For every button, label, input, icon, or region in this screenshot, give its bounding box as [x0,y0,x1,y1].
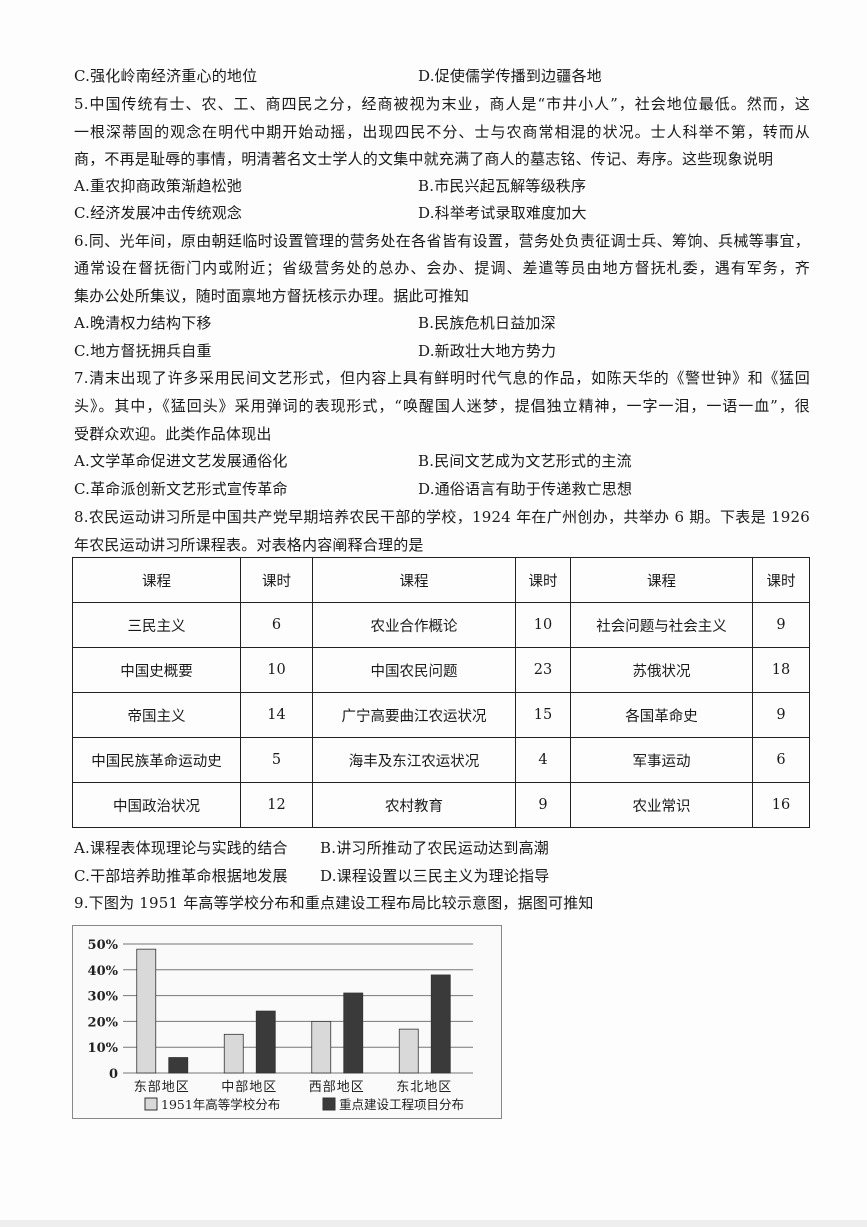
table-header-row: 课程 课时 课程 课时 课程 课时 [72,557,810,603]
course-cell: 海丰及东江农运状况 [312,737,516,783]
header-course: 课程 [312,557,516,603]
header-course: 课程 [72,557,241,603]
hours-cell: 9 [752,692,810,738]
bar-key-projects [168,1057,189,1074]
q5-stem-line: 5.中国传统有士、农、工、商四民之分，经商被视为末业，商人是“市井小人”，社会地… [74,95,810,113]
course-cell: 三民主义 [72,602,241,648]
x-category-label: 西部地区 [309,1080,365,1095]
q7-option-c: C.革命派创新文艺形式宣传革命 [74,480,288,498]
q8-stem-line: 8.农民运动讲习所是中国共产党早期培养农民干部的学校，1924 年在广州创办，共… [74,508,810,526]
q4-option-d: D.促使儒学传播到边疆各地 [418,67,602,85]
course-cell: 各国革命史 [570,692,753,738]
course-table: 课程 课时 课程 课时 课程 课时 三民主义 6 农业合作概论 10 社会问题与社会主义… [72,557,810,828]
y-tick-label: 30% [88,990,119,1005]
header-hours: 课时 [752,557,810,603]
course-cell: 广宁高要曲江农运状况 [312,692,516,738]
q5-option-c: C.经济发展冲击传统观念 [74,204,243,222]
bar-universities [398,1028,419,1074]
y-tick-label: 0 [109,1067,118,1082]
q5-stem-line: 商，不再是耻辱的事情，明清著名文士学人的文集中就充满了商人的墓志铭、传记、寿序。… [74,150,774,168]
q7-option-b: B.民间文艺成为文艺形式的主流 [418,452,632,470]
legend-label: 重点建设工程项目分布 [339,1097,464,1112]
q6-stem-line: 通常设在督抚衙门内或附近；省级营务处的总办、会办、提调、差遣等员由地方督抚札委，… [74,259,810,277]
bar-universities [223,1033,244,1074]
q4-option-c: C.强化岭南经济重心的地位 [74,67,258,85]
q8-option-c: C.干部培养助推革命根据地发展 [74,867,288,885]
x-category-label: 中部地区 [221,1080,277,1095]
bar-universities [136,948,157,1074]
table-row: 三民主义 6 农业合作概论 10 社会问题与社会主义 9 [72,602,810,648]
y-tick-label: 40% [88,964,119,979]
header-course: 课程 [570,557,753,603]
legend-swatch [322,1097,336,1111]
legend-swatch [144,1097,158,1111]
hours-cell: 5 [240,737,313,783]
q6-option-a: A.晚清权力结构下移 [74,314,212,332]
hours-cell: 14 [240,692,313,738]
course-cell: 中国史概要 [72,647,241,693]
chart-svg: 0 10% 20% 30% 40% 50% 东部地区 中部地区 西部地区 东北地区 1951年高等学… [88,938,473,1112]
q5-stem-line: 一根深蒂固的观念在明代中期开始动摇，出现四民不分、士与农商常相混的状况。士人科举… [74,123,810,141]
header-hours: 课时 [240,557,313,603]
q9-stem: 9.下图为 1951 年高等学校分布和重点建设工程布局比较示意图，据图可推知 [74,894,594,912]
y-tick-label: 10% [88,1041,119,1056]
hours-cell: 12 [240,782,313,828]
legend-label: 1951年高等学校分布 [161,1097,280,1112]
hours-cell: 4 [515,737,571,783]
page-bottom-edge [0,1220,867,1227]
bar-key-projects [255,1010,276,1074]
hours-cell: 16 [752,782,810,828]
course-cell: 苏俄状况 [570,647,753,693]
q7-option-a: A.文学革命促进文艺发展通俗化 [74,452,288,470]
hours-cell: 18 [752,647,810,693]
q5-option-b: B.市民兴起瓦解等级秩序 [418,177,587,195]
course-cell: 军事运动 [570,737,753,783]
q7-stem-line: 受群众欢迎。此类作品体现出 [74,425,272,443]
hours-cell: 9 [752,602,810,648]
bar-key-projects [343,992,364,1074]
hours-cell: 23 [515,647,571,693]
header-hours: 课时 [515,557,571,603]
bar-universities [311,1021,332,1074]
q7-stem-line: 头》。其中，《猛回头》采用弹词的表现形式，“唤醒国人迷梦，提倡独立精神，一字一泪… [74,397,810,415]
hours-cell: 6 [752,737,810,783]
q5-option-a: A.重农抑商政策渐趋松弛 [74,177,243,195]
course-cell: 农村教育 [312,782,516,828]
table-row: 中国民族革命运动史 5 海丰及东江农运状况 4 军事运动 6 [72,737,810,783]
course-cell: 中国政治状况 [72,782,241,828]
hours-cell: 10 [515,602,571,648]
hours-cell: 6 [240,602,313,648]
course-cell: 中国民族革命运动史 [72,737,241,783]
hours-cell: 15 [515,692,571,738]
q8-option-d: D.课程设置以三民主义为理论指导 [320,867,550,885]
hours-cell: 10 [240,647,313,693]
y-tick-label: 20% [88,1015,119,1030]
course-cell: 中国农民问题 [312,647,516,693]
course-cell: 农业常识 [570,782,753,828]
course-cell: 农业合作概论 [312,602,516,648]
hours-cell: 9 [515,782,571,828]
q6-stem-line: 集办公处所集议，随时面禀地方督抚核示办理。据此可推知 [74,287,470,305]
table-row: 中国政治状况 12 农村教育 9 农业常识 16 [72,782,810,828]
table-row: 帝国主义 14 广宁高要曲江农运状况 15 各国革命史 9 [72,692,810,738]
q8-option-b: B.讲习所推动了农民运动达到高潮 [320,839,549,857]
x-category-label: 东北地区 [396,1080,452,1095]
q6-option-c: C.地方督抚拥兵自重 [74,342,212,360]
x-category-label: 东部地区 [134,1080,190,1095]
bar-key-projects [430,974,451,1074]
course-cell: 社会问题与社会主义 [570,602,753,648]
course-cell: 帝国主义 [72,692,241,738]
q6-option-d: D.新政壮大地方势力 [418,342,557,360]
bar-chart: 0 10% 20% 30% 40% 50% 东部地区 中部地区 西部地区 东北地区 1951年高等学… [72,925,502,1119]
q8-option-a: A.课程表体现理论与实践的结合 [74,839,288,857]
q8-stem-line: 年农民运动讲习所课程表。对表格内容阐释合理的是 [74,536,424,554]
q6-option-b: B.民族危机日益加深 [418,314,556,332]
q6-stem-line: 6.同、光年间，原由朝廷临时设置管理的营务处在各省皆有设置，营务处负责征调士兵、… [74,232,810,250]
q7-stem-line: 7.清末出现了许多采用民间文艺形式，但内容上具有鲜明时代气息的作品，如陈天华的《… [74,369,810,387]
q5-option-d: D.科举考试录取难度加大 [418,204,587,222]
q7-option-d: D.通俗语言有助于传递救亡思想 [418,480,633,498]
table-row: 中国史概要 10 中国农民问题 23 苏俄状况 18 [72,647,810,693]
y-tick-label: 50% [88,938,119,953]
